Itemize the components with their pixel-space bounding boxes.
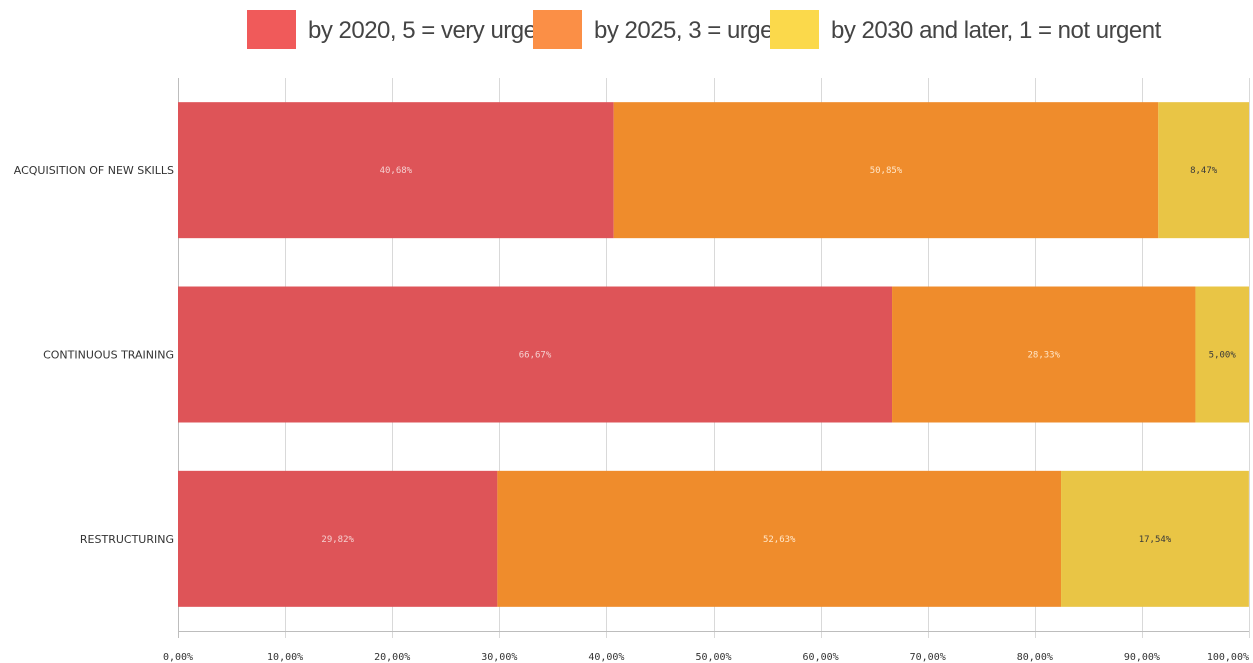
category-label: ACQUISITION OF NEW SKILLS <box>14 164 174 177</box>
bar-segment <box>613 102 1159 239</box>
x-tick-label: 100,00% <box>1207 652 1249 663</box>
data-label: 66,67% <box>519 351 552 361</box>
legend: by 2020, 5 = very urgent by 2025, 3 = urg… <box>247 10 1162 49</box>
bar-segment <box>497 470 1062 607</box>
bar-segment <box>178 286 893 423</box>
x-tick-label: 80,00% <box>1017 652 1053 663</box>
data-label: 52,63% <box>763 535 796 545</box>
data-label: 28,33% <box>1027 351 1060 361</box>
data-label: 17,54% <box>1139 535 1172 545</box>
category-label: CONTINUOUS TRAINING <box>43 349 174 362</box>
bar-segment <box>1158 102 1249 239</box>
data-label: 50,85% <box>870 166 903 176</box>
bar-segment <box>178 470 498 607</box>
x-tick-label: 0,00% <box>163 652 193 663</box>
data-label: 8,47% <box>1190 166 1218 176</box>
legend-label: by 2030 and later, 1 = not urgent <box>831 17 1162 44</box>
x-tick-label: 60,00% <box>803 652 839 663</box>
category-axis: ACQUISITION OF NEW SKILLS CONTINUOUS TRAI… <box>14 164 174 546</box>
data-label: 29,82% <box>321 535 354 545</box>
bar-segment <box>1195 286 1249 423</box>
x-tick-label: 10,00% <box>267 652 303 663</box>
legend-swatch <box>770 10 819 49</box>
x-tick-label: 70,00% <box>910 652 946 663</box>
legend-swatch <box>247 10 296 49</box>
legend-label: by 2025, 3 = urgent <box>594 17 793 44</box>
legend-label: by 2020, 5 = very urgent <box>308 17 556 44</box>
bars: 40,68% 50,85% 8,47% 66,67% 28,33% 5,00% 29,82%… <box>178 102 1249 607</box>
data-label: 40,68% <box>380 166 413 176</box>
bar-segment <box>892 286 1196 423</box>
x-tick-label: 30,00% <box>481 652 517 663</box>
data-label: 5,00% <box>1209 351 1237 361</box>
value-axis: 0,00% 10,00% 20,00% 30,00% 40,00% 50,00% 60,00… <box>163 652 1249 663</box>
legend-swatch <box>533 10 582 49</box>
x-tick-label: 20,00% <box>374 652 410 663</box>
x-tick-label: 40,00% <box>588 652 624 663</box>
bar-segment <box>1061 470 1249 607</box>
x-tick-label: 50,00% <box>695 652 731 663</box>
category-label: RESTRUCTURING <box>80 533 174 546</box>
x-tick-label: 90,00% <box>1124 652 1160 663</box>
bar-segment <box>178 102 614 239</box>
